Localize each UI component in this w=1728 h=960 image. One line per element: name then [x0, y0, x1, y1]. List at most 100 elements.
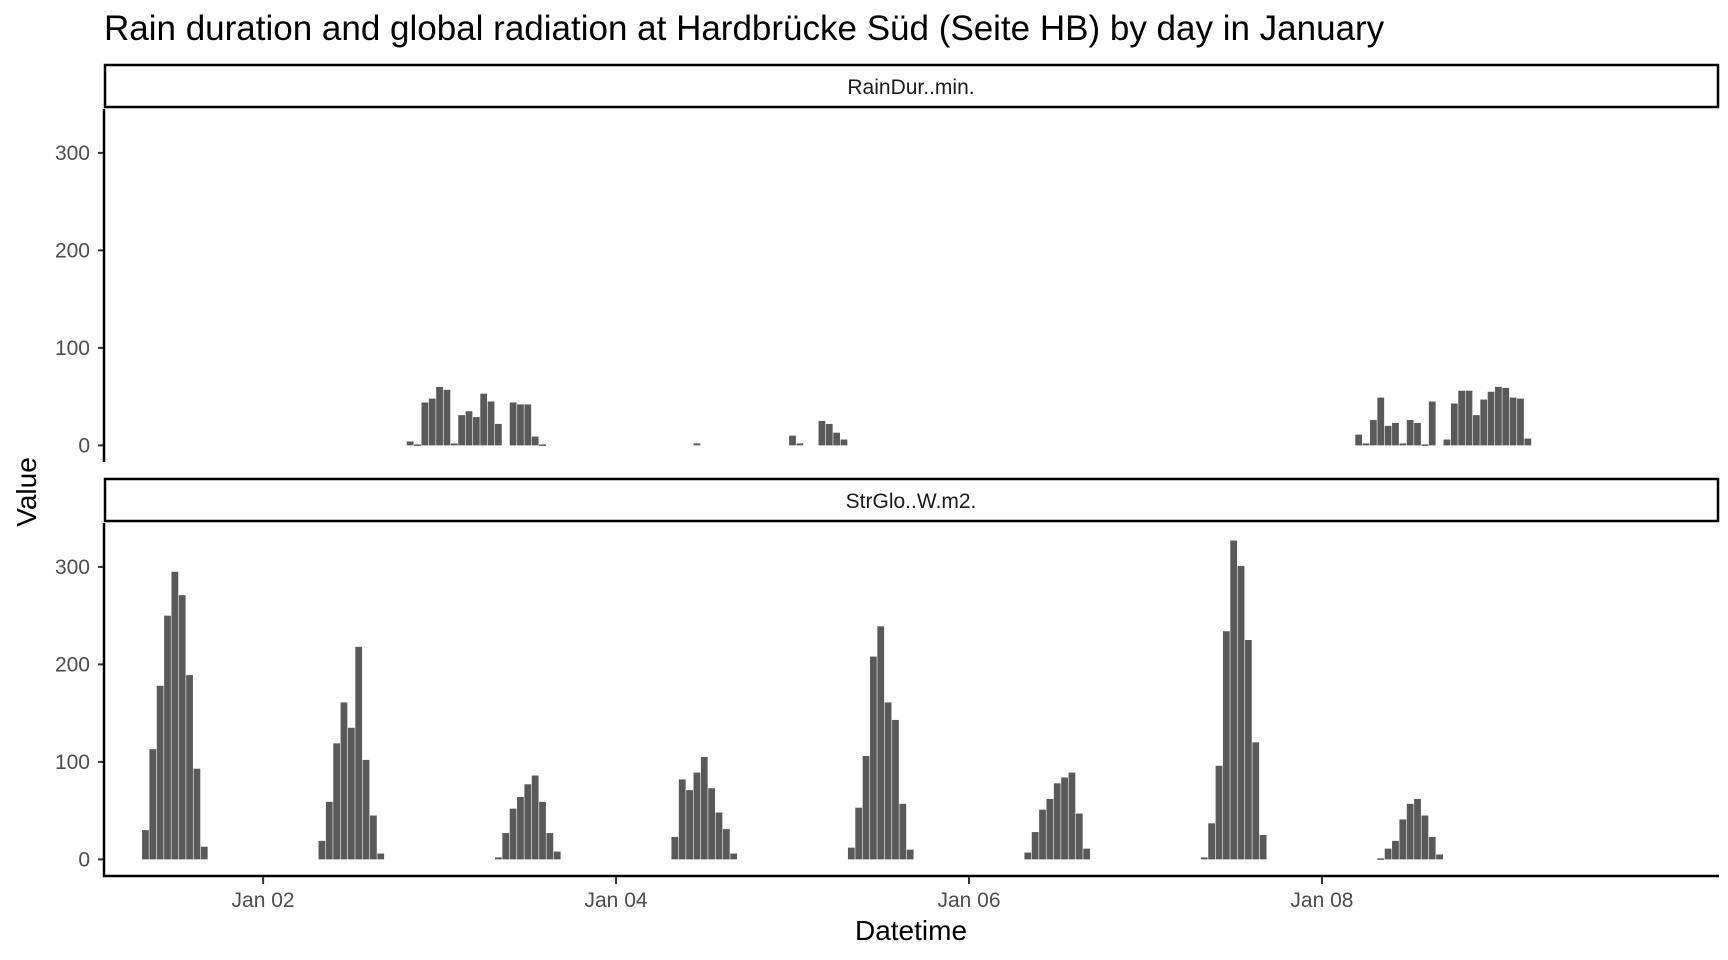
panel-global-radiation: 0 100 200 300 [55, 540, 1443, 871]
bar [1222, 631, 1230, 860]
panel-2-strip-label: StrGlo..W.m2. [846, 490, 977, 513]
y-tick-label: 300 [55, 556, 90, 579]
bar [377, 853, 385, 860]
bar [730, 853, 738, 860]
bar [318, 840, 326, 860]
bar [1428, 401, 1436, 446]
bar [1502, 387, 1510, 446]
bar [495, 423, 502, 446]
bar [333, 743, 340, 860]
bar [1436, 854, 1443, 860]
bar [1421, 815, 1429, 860]
bar [443, 389, 451, 446]
x-tick-label: Jan 04 [585, 889, 648, 912]
bar [1495, 386, 1502, 446]
bar [1370, 420, 1377, 446]
y-tick-label: 200 [55, 239, 90, 262]
bar [1230, 540, 1238, 860]
bar [200, 846, 208, 860]
bar [1472, 415, 1480, 446]
bar [862, 756, 870, 860]
bar [722, 829, 730, 860]
y-tick-label: 100 [55, 751, 90, 774]
x-tick-label: Jan 08 [1290, 889, 1353, 912]
bar [1384, 848, 1392, 860]
y-tick-label: 100 [55, 337, 90, 360]
bar [1399, 819, 1407, 860]
bar [1237, 565, 1245, 860]
bar [458, 415, 465, 446]
y-tick-label: 300 [55, 142, 90, 165]
bar [1083, 848, 1091, 860]
bar [495, 857, 502, 860]
x-tick-label: Jan 06 [937, 889, 1000, 912]
bar [1421, 444, 1429, 446]
bar [1377, 397, 1385, 446]
bar [715, 812, 723, 860]
bar [487, 401, 495, 446]
y-axis-title: Value [11, 457, 42, 527]
bar [1061, 777, 1068, 860]
x-axis-ticks: Jan 02 Jan 04 Jan 06 Jan 08 [232, 877, 1353, 912]
panel-1-strip-box [103, 63, 1720, 109]
bar [855, 807, 863, 860]
bar [171, 571, 179, 860]
panel-2-strip-box [103, 477, 1720, 523]
bar [1458, 390, 1466, 446]
bar [1465, 390, 1473, 446]
bar [1355, 434, 1363, 446]
bar [1392, 422, 1399, 446]
chart-title: Rain duration and global radiation at Ha… [104, 9, 1385, 48]
bar [708, 788, 716, 860]
bar [1450, 403, 1458, 446]
bar [1414, 422, 1421, 446]
bar [1399, 443, 1407, 446]
bar [1406, 420, 1414, 446]
bar [1031, 832, 1039, 860]
y-tick-label: 200 [55, 653, 90, 676]
bar [847, 847, 855, 860]
bar [1377, 858, 1385, 860]
bar [450, 443, 458, 446]
y-tick-label: 0 [78, 434, 90, 457]
bar [539, 444, 546, 446]
bar [1259, 835, 1267, 860]
bar [1039, 809, 1046, 860]
bar [1406, 803, 1414, 860]
bar [539, 801, 546, 860]
bar [193, 768, 201, 860]
bar [186, 675, 193, 860]
bar [1428, 836, 1436, 860]
bar [796, 443, 804, 446]
bar [553, 851, 561, 860]
bar [1208, 823, 1216, 860]
bar [1517, 398, 1524, 446]
bar [509, 402, 517, 446]
bar [436, 386, 443, 446]
bar [1414, 798, 1421, 860]
bar [1200, 857, 1208, 860]
bar [406, 441, 414, 446]
bar [465, 411, 473, 446]
bar [906, 849, 914, 860]
y-tick-label: 0 [78, 848, 90, 871]
bar [693, 443, 701, 446]
bar [818, 421, 826, 446]
bar [421, 402, 429, 446]
bar [899, 803, 907, 860]
bar [1046, 798, 1054, 860]
bar [1024, 852, 1032, 860]
bar [480, 393, 488, 446]
bar [340, 702, 348, 860]
bar [156, 685, 164, 860]
bar [546, 833, 554, 860]
bar [531, 775, 539, 860]
bar [531, 436, 539, 446]
bar [1215, 765, 1223, 860]
bar [870, 656, 877, 860]
bar [362, 759, 370, 860]
bar [1487, 391, 1495, 446]
bar [693, 772, 701, 860]
bar [347, 727, 355, 860]
bar [678, 779, 686, 860]
